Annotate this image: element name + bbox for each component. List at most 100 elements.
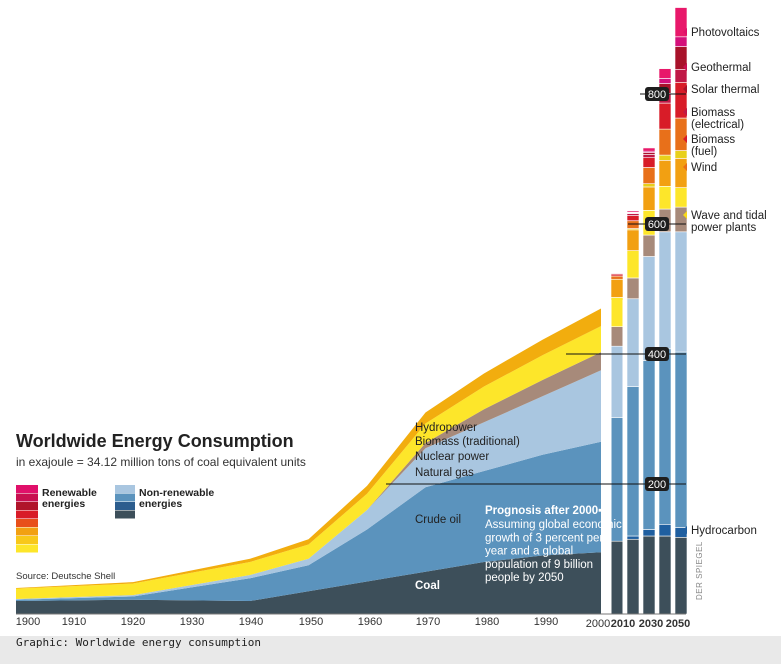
pointer-triangle-7: [683, 526, 687, 534]
bar-prognosis-6-1: [626, 229, 640, 251]
bar-prognosis-13-1: [626, 210, 640, 213]
bar-prognosis-6-2: [642, 186, 656, 211]
bar-prognosis-0-0: [610, 540, 624, 615]
x-tick-label-4: 1940: [239, 616, 263, 628]
bar-prognosis-3-4: [674, 231, 688, 353]
bar-prognosis-13-2: [642, 147, 656, 152]
legend-swatch-renewable-4: [16, 519, 38, 527]
right-label-3-1: (electrical): [691, 119, 744, 131]
area-historical-0: [16, 552, 601, 614]
prognosis-line-3: population of 9 billion: [485, 559, 593, 571]
bar-prognosis-0-2: [642, 535, 656, 615]
bar-prognosis-2-4: [674, 351, 688, 528]
legend-swatch-renewable-2: [16, 502, 38, 510]
right-label-1-0: Geothermal: [691, 62, 751, 74]
bar-prognosis-4-2: [642, 234, 656, 257]
right-label-6-1: power plants: [691, 222, 756, 234]
legend-swatch-nonrenewable-2: [115, 502, 135, 510]
bar-prognosis-1-2: [642, 529, 656, 537]
right-label-7-0: Hydrocarbon: [691, 525, 757, 537]
bar-prognosis-8-1: [626, 220, 640, 229]
bar-prognosis-9-2: [642, 157, 656, 168]
bar-prognosis-8-4: [674, 117, 688, 151]
x-tick-label-12: 2030: [639, 618, 663, 630]
bar-prognosis-2-1: [626, 386, 640, 537]
gridline-label-bg-0: [645, 477, 669, 491]
right-label-4-1: (fuel): [691, 146, 717, 158]
pointer-triangle-4: [683, 135, 687, 143]
x-tick-label-6: 1960: [358, 616, 382, 628]
x-tick-label-1: 1910: [62, 616, 86, 628]
legend-swatch-nonrenewable-3: [115, 510, 135, 519]
right-label-0-0: Photovoltaics: [691, 27, 760, 39]
bar-prognosis-6-0: [610, 278, 624, 298]
legend-swatch-renewable-1: [16, 493, 38, 502]
bar-prognosis-10-2: [642, 154, 656, 158]
x-tick-label-0: 1900: [16, 616, 40, 628]
gridline-label-2: 600: [648, 219, 666, 231]
bar-prognosis-8-0: [610, 275, 624, 280]
gridline-label-1: 400: [648, 349, 666, 361]
legend-label-nonrenewable-1: Non-renewable: [139, 487, 214, 499]
legend-swatch-renewable-5: [16, 527, 38, 536]
pointer-triangle-3: [683, 108, 687, 116]
bar-prognosis-8-2: [642, 167, 656, 184]
bar-prognosis-6-4: [674, 158, 688, 188]
right-label-2-0: Solar thermal: [691, 84, 759, 96]
bar-prognosis-9-1: [626, 215, 640, 222]
gridline-label-0: 200: [648, 479, 666, 491]
pointer-triangle-0: [683, 28, 687, 36]
bar-prognosis-12-3: [658, 78, 672, 84]
source-label: Source: Deutsche Shell: [16, 571, 115, 582]
chart-title: Worldwide Energy Consumption: [16, 431, 294, 451]
watermark: DER SPIEGEL: [695, 541, 704, 600]
pointer-triangle-1: [683, 63, 687, 71]
gridline-label-bg-1: [645, 347, 669, 361]
prognosis-arrow-icon: ➡: [598, 503, 608, 517]
right-label-6-0: Wave and tidal: [691, 210, 767, 222]
prognosis-line-4: people by 2050: [485, 572, 564, 584]
bar-prognosis-9-3: [658, 102, 672, 130]
bar-prognosis-1-3: [658, 523, 672, 537]
bar-prognosis-10-4: [674, 69, 688, 83]
bar-prognosis-1-1: [626, 535, 640, 540]
gridline-label-bg-2: [645, 217, 669, 231]
legend-label-renewable-2: energies: [42, 498, 85, 510]
x-tick-label-14: 2050: [666, 618, 690, 630]
legend-label-nonrenewable-2: energies: [139, 498, 182, 510]
legend-swatch-nonrenewable-0: [115, 485, 135, 493]
x-tick-label-2: 1920: [121, 616, 145, 628]
bar-prognosis-13-3: [658, 68, 672, 79]
right-label-3-0: Biomass: [691, 107, 735, 119]
legend-label-renewable-1: Renewable: [42, 487, 97, 499]
bar-prognosis-13-4: [674, 7, 688, 38]
bar-prognosis-7-2: [642, 183, 656, 188]
legend-swatch-nonrenewable-1: [115, 493, 135, 502]
bar-prognosis-0-3: [658, 535, 672, 615]
gridline-label-bg-3: [645, 87, 669, 101]
prognosis-line-2: year and a global: [485, 546, 573, 558]
bar-prognosis-7-4: [674, 150, 688, 159]
prognosis-title: Prognosis after 2000: [485, 505, 598, 517]
bar-prognosis-8-3: [658, 128, 672, 156]
bar-prognosis-4-4: [674, 206, 688, 233]
legend-swatch-renewable-6: [16, 536, 38, 544]
bar-prognosis-10-0: [610, 273, 624, 275]
area-historical-1: [16, 441, 601, 601]
bar-prognosis-0-4: [674, 536, 688, 615]
pointer-triangle-5: [683, 163, 687, 171]
caption-text: Graphic: Worldwide energy consumption: [16, 636, 262, 649]
x-tick-label-3: 1930: [180, 616, 204, 628]
bar-prognosis-5-0: [610, 297, 624, 328]
right-label-4-0: Biomass: [691, 134, 735, 146]
pointer-triangle-6: [683, 211, 687, 219]
pointer-triangle-2: [683, 85, 687, 93]
x-tick-label-8: 1980: [475, 616, 499, 628]
right-label-5-0: Wind: [691, 162, 717, 174]
legend-swatch-renewable-7: [16, 544, 38, 553]
bar-prognosis-0-1: [626, 538, 640, 615]
bar-prognosis-4-0: [610, 326, 624, 347]
prognosis-line-0: Assuming global economic: [485, 519, 622, 531]
series-label-5: Coal: [415, 580, 440, 592]
x-tick-label-9: 1990: [534, 616, 558, 628]
